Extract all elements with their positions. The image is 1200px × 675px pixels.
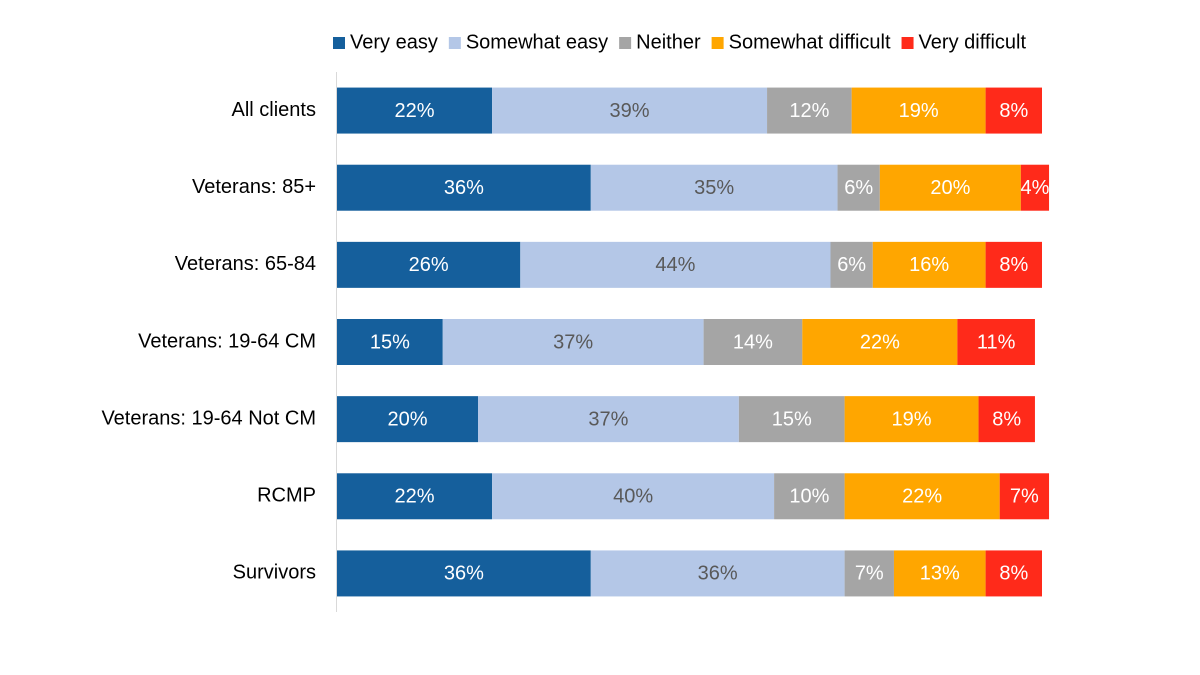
data-label: 12% [789,100,829,122]
data-label: 6% [837,254,866,276]
bar-segment [844,550,894,597]
data-label: 22% [902,486,942,508]
bar-segment [999,473,1050,520]
legend-swatch [711,37,724,49]
bar-segment [492,473,775,520]
legend-label: Very difficult [919,31,1027,53]
data-label: 44% [655,254,695,276]
data-label: 22% [395,486,435,508]
data-label: 35% [694,177,734,199]
data-label: 10% [789,486,829,508]
bar-segment [1020,164,1050,211]
legend-label: Very easy [350,31,438,53]
data-label: 7% [1010,486,1039,508]
bar-segment [879,164,1021,211]
bar-segment [337,550,591,597]
data-label: 19% [892,408,932,430]
bar-segment [774,473,845,520]
data-label: 39% [610,100,650,122]
data-label: 22% [860,331,900,353]
legend-swatch [333,37,345,49]
bar-segment [872,241,986,288]
bar-segment [520,241,831,288]
bar-segment [851,87,986,134]
data-label: 26% [409,254,449,276]
data-label: 8% [999,100,1028,122]
data-label: 36% [444,563,484,585]
y-tick-label: Veterans: 19-64 Not CM [101,407,316,429]
data-label: 15% [370,331,410,353]
data-label: 6% [844,177,873,199]
data-label: 19% [899,100,939,122]
data-label: 7% [855,563,884,585]
bar-segment [590,164,838,211]
data-label: 15% [772,408,812,430]
legend-swatch [448,37,461,49]
y-tick-label: Veterans: 19-64 CM [138,330,316,352]
bar-segment [844,473,1000,520]
data-label: 8% [999,563,1028,585]
data-label: 22% [395,100,435,122]
bar-segment [337,319,443,365]
data-label: 20% [930,177,970,199]
bar-segment [985,241,1042,288]
bar-segment [337,87,493,134]
legend-label: Somewhat difficult [729,31,891,53]
data-label: 14% [733,331,773,353]
bar-segment [844,396,979,443]
y-tick-label: Veterans: 65-84 [175,253,316,275]
legend-swatch [619,37,632,49]
y-tick-label: Survivors [233,562,316,584]
bar-segment [492,87,768,134]
legend-swatch [901,37,914,49]
bar-segment [442,319,704,365]
y-tick-label: RCMP [257,485,316,507]
data-label: 36% [698,563,738,585]
data-label: 11% [977,331,1016,353]
data-label: 37% [588,408,628,430]
data-label: 16% [909,254,949,276]
legend-label: Somewhat easy [466,31,608,53]
data-label: 37% [553,331,593,353]
bar-segment [337,473,493,520]
bar-segment [985,87,1042,134]
bar-segment [893,550,986,597]
data-label: 13% [920,563,960,585]
bar-segment [337,164,591,211]
bar-segment [337,396,478,443]
data-label: 20% [387,408,427,430]
data-label: 36% [444,177,484,199]
legend-label: Neither [636,31,701,53]
bar-segment [837,164,880,211]
bar-segment [738,396,845,443]
data-label: 40% [613,486,653,508]
bar-segment [830,241,873,288]
bar-segment [978,396,1035,443]
bar-segment [957,319,1035,365]
bar-segment [802,319,958,365]
bar-segment [478,396,739,443]
bar-segment [590,550,845,597]
bar-segment [337,241,521,288]
bar-segment [703,319,803,365]
y-tick-label: All clients [232,99,316,121]
bar-segment [985,550,1042,597]
data-label: 4% [1020,177,1049,199]
data-label: 8% [992,408,1021,430]
y-tick-label: Veterans: 85+ [192,176,316,198]
bar-segment [767,87,852,134]
data-label: 8% [999,254,1028,276]
